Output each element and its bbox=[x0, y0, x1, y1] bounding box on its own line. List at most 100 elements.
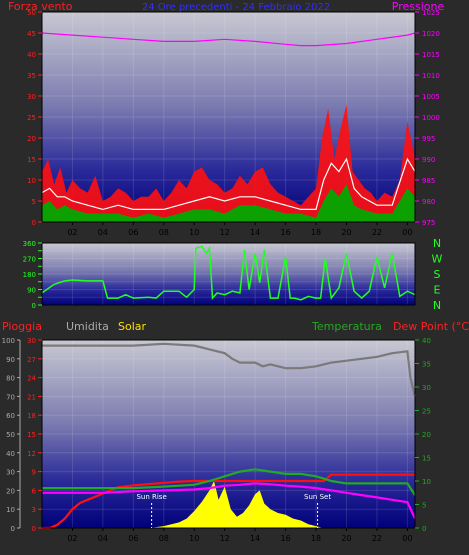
rain-x-tick-label: 08 bbox=[159, 534, 169, 543]
pressure-tick-label: 1010 bbox=[422, 72, 440, 80]
series-solar-area bbox=[148, 481, 324, 528]
rain-tick-label: 9 bbox=[32, 469, 36, 477]
wind-tick-label: 50 bbox=[27, 9, 36, 17]
compass-label: W bbox=[432, 253, 443, 266]
direction-tick-label: 90 bbox=[27, 287, 36, 295]
rain-x-tick-label: 20 bbox=[341, 534, 351, 543]
temperature-tick-label: 35 bbox=[422, 361, 431, 369]
humidity-tick-label: 100 bbox=[2, 337, 15, 345]
wind-x-axis: 02 04 06 08 10 12 14 16 18 20 22 00 bbox=[67, 222, 412, 237]
series-pioggia-line bbox=[42, 473, 415, 530]
wind-tick-label: 35 bbox=[27, 72, 36, 80]
direction-panel-background bbox=[42, 243, 415, 305]
dewpoint-legend-label: Dew Point (°C) bbox=[393, 320, 469, 333]
pressure-tick-label: 995 bbox=[422, 135, 435, 143]
sunset-marker-label: Sun Set bbox=[304, 493, 331, 501]
rain-tick-label: 0 bbox=[32, 525, 36, 533]
chart-date-title: 24 Ore precedenti - 24 Febbraio 2022 bbox=[142, 2, 330, 13]
compass-label: S bbox=[434, 268, 441, 281]
series-temperatura-line bbox=[42, 468, 416, 496]
rain-x-tick-label: 04 bbox=[98, 534, 108, 543]
wind-tick-label: 40 bbox=[27, 51, 36, 59]
wind-tick-label: 15 bbox=[27, 156, 36, 164]
wind-x-tick-label: 20 bbox=[341, 228, 351, 237]
humidity-tick-label: 60 bbox=[6, 412, 15, 420]
rain-x-tick-label: 22 bbox=[372, 534, 382, 543]
direction-tick-label: 360 bbox=[23, 240, 36, 248]
wind-tick-label: 25 bbox=[27, 114, 36, 122]
wind-x-tick-label: 04 bbox=[98, 228, 108, 237]
rain-x-tick-label: 10 bbox=[189, 534, 199, 543]
rain-panel-series bbox=[42, 342, 417, 530]
rain-legend-label: Pioggia bbox=[2, 320, 42, 333]
humidity-tick-label: 0 bbox=[11, 525, 15, 533]
direction-tick-label: 180 bbox=[23, 271, 36, 279]
pressure-tick-label: 1000 bbox=[422, 114, 440, 122]
rain-tick-label: 21 bbox=[27, 393, 36, 401]
series-pressione-line bbox=[41, 32, 416, 47]
direction-panel-series bbox=[41, 245, 416, 301]
pressure-tick-label: 1005 bbox=[422, 93, 440, 101]
sunrise-marker-label: Sun Rise bbox=[136, 493, 166, 501]
pressure-tick-label: 985 bbox=[422, 177, 435, 185]
wind-x-tick-label: 14 bbox=[250, 228, 260, 237]
pressure-tick-label: 980 bbox=[422, 198, 435, 206]
rain-tick-label: 3 bbox=[32, 506, 36, 514]
rain-x-tick-label: 14 bbox=[250, 534, 260, 543]
rain-tick-label: 24 bbox=[27, 375, 36, 383]
wind-x-tick-label: 08 bbox=[159, 228, 169, 237]
humidity-outer-left-axis: 0 10 20 30 40 50 60 70 80 90 100 bbox=[2, 337, 21, 533]
humidity-legend-label: Umidita bbox=[66, 320, 109, 333]
pressure-right-axis: 975 980 985 990 995 1000 1005 1010 1015 1020 1025 bbox=[415, 9, 440, 227]
series-direzione-line bbox=[41, 245, 416, 301]
pressure-tick-label: 975 bbox=[422, 219, 435, 227]
temperature-tick-label: 40 bbox=[422, 337, 431, 345]
humidity-tick-label: 80 bbox=[6, 375, 15, 383]
wind-x-tick-label: 06 bbox=[128, 228, 138, 237]
series-dew-point-line bbox=[42, 482, 416, 520]
humidity-tick-label: 30 bbox=[6, 469, 15, 477]
direction-left-axis: 0 90 180 270 360 bbox=[23, 240, 42, 310]
humidity-tick-label: 20 bbox=[6, 487, 15, 495]
direction-tick-label: 270 bbox=[23, 256, 36, 264]
wind-x-tick-label: 18 bbox=[311, 228, 321, 237]
humidity-tick-label: 70 bbox=[6, 393, 15, 401]
pressure-tick-label: 1020 bbox=[422, 30, 440, 38]
wind-tick-label: 20 bbox=[27, 135, 36, 143]
wind-tick-label: 30 bbox=[27, 93, 36, 101]
pressure-axis-title: Pressione bbox=[392, 0, 445, 13]
compass-label: N bbox=[433, 299, 441, 312]
compass-label: N bbox=[433, 237, 441, 250]
rain-x-tick-label: 16 bbox=[280, 534, 290, 543]
temperature-right-axis: 0 5 10 15 20 25 30 35 40 bbox=[415, 337, 431, 533]
rain-tick-label: 6 bbox=[32, 487, 37, 495]
humidity-tick-label: 50 bbox=[6, 431, 15, 439]
rain-x-tick-label: 02 bbox=[67, 534, 77, 543]
wind-x-tick-label: 22 bbox=[372, 228, 382, 237]
rain-x-tick-label: 00 bbox=[402, 534, 412, 543]
wind-tick-label: 5 bbox=[32, 198, 36, 206]
wind-x-tick-label: 16 bbox=[280, 228, 290, 237]
series-vento-area bbox=[42, 184, 415, 222]
temperature-legend-label: Temperatura bbox=[311, 320, 382, 333]
rain-tick-label: 12 bbox=[27, 450, 36, 458]
solar-legend-label: Solar bbox=[118, 320, 147, 333]
wind-tick-label: 0 bbox=[32, 219, 36, 227]
humidity-tick-label: 90 bbox=[6, 356, 15, 364]
temperature-tick-label: 30 bbox=[422, 384, 431, 392]
compass-label: E bbox=[434, 284, 441, 297]
humidity-tick-label: 40 bbox=[6, 450, 15, 458]
rain-tick-label: 18 bbox=[27, 412, 36, 420]
wind-tick-label: 45 bbox=[27, 30, 36, 38]
series-umidita-line bbox=[42, 342, 417, 397]
wind-x-tick-label: 02 bbox=[67, 228, 77, 237]
rain-x-tick-label: 18 bbox=[311, 534, 321, 543]
wind-x-tick-label: 12 bbox=[220, 228, 230, 237]
rain-tick-label: 15 bbox=[27, 431, 36, 439]
pressure-tick-label: 1015 bbox=[422, 51, 440, 59]
temperature-tick-label: 25 bbox=[422, 408, 431, 416]
pressure-tick-label: 1025 bbox=[422, 9, 440, 17]
